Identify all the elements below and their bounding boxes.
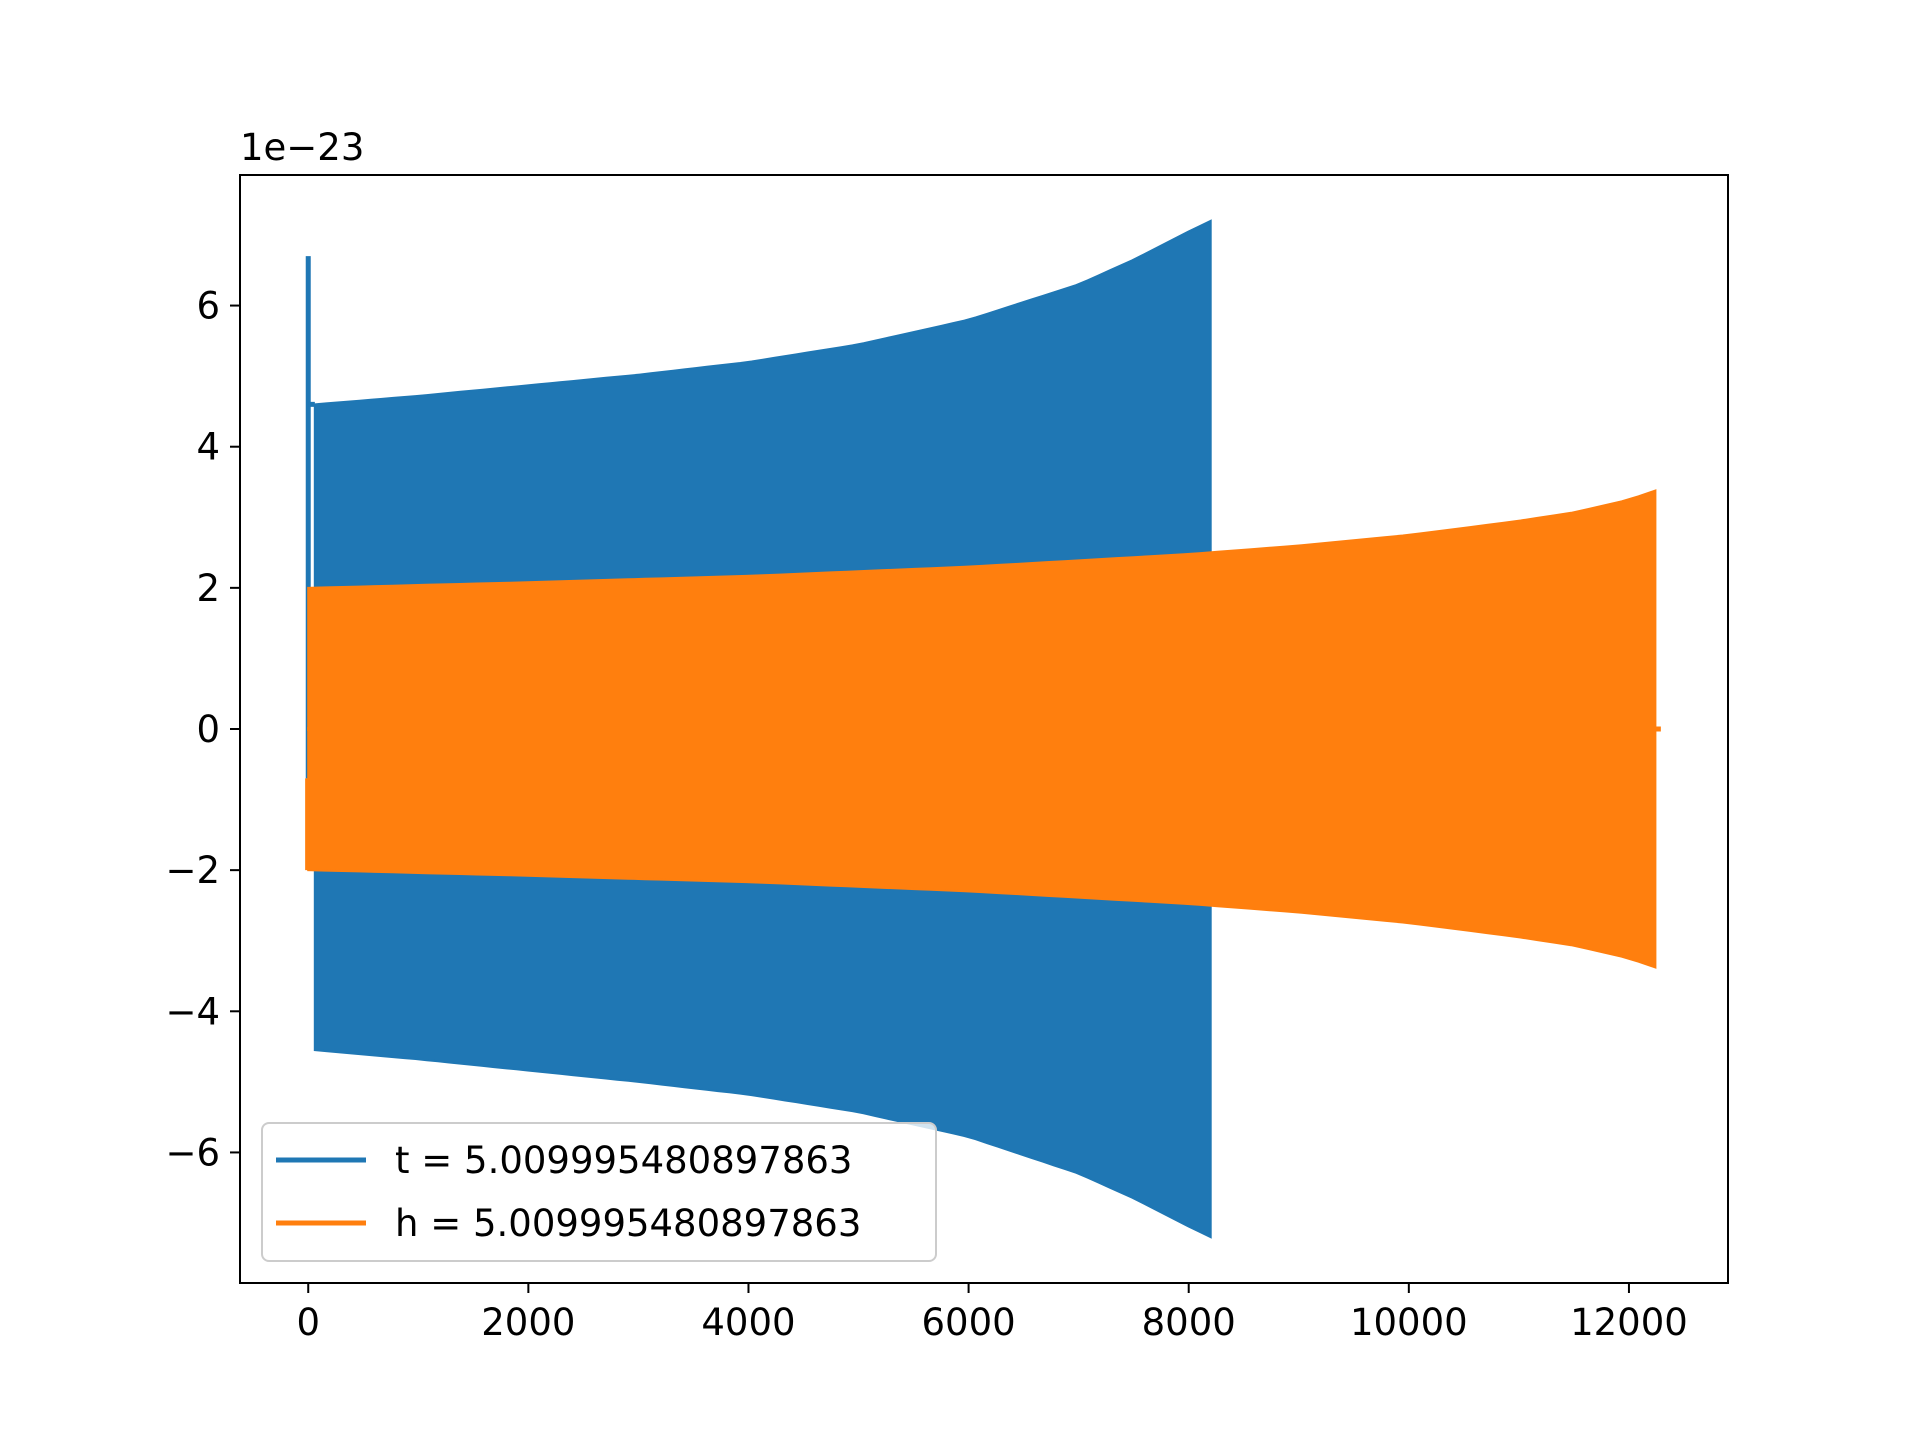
x-tick-label: 8000 [1142,1301,1236,1344]
x-tick-label: 4000 [701,1301,795,1344]
y-tick-label: −2 [165,849,220,892]
y-tick-label: 6 [196,285,220,328]
series-layer [305,219,1661,1239]
x-tick-label: 12000 [1570,1301,1688,1344]
y-tick-label: 2 [196,567,220,610]
x-tick-label: 0 [296,1301,320,1344]
x-tick-label: 2000 [481,1301,575,1344]
legend-label-t: t = 5.009995480897863 [395,1139,852,1182]
series-h [305,489,1661,969]
legend: t = 5.009995480897863 h = 5.009995480897… [261,1122,937,1262]
x-tick-label: 6000 [922,1301,1016,1344]
y-tick-label: 0 [196,708,220,751]
y-offset-label: 1e−23 [240,126,364,169]
legend-label-h: h = 5.009995480897863 [395,1202,861,1245]
y-tick-label: −6 [165,1131,220,1174]
y-tick-label: −4 [165,990,220,1033]
y-axis: −6 −4 −2 0 2 4 6 [165,285,240,1174]
x-tick-label: 10000 [1350,1301,1468,1344]
y-tick-label: 4 [196,426,220,469]
legend-box [261,1122,937,1262]
series-h-envelope [307,489,1657,969]
x-axis: 0 2000 4000 6000 8000 10000 12000 [296,1283,1688,1344]
